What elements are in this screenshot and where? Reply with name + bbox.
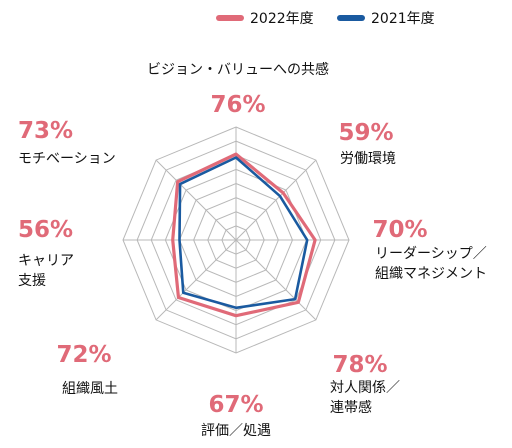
axis-name-label: 評価／処遇 bbox=[201, 423, 271, 439]
axis-name-line: 連帯感 bbox=[330, 399, 372, 416]
grid-spoke bbox=[155, 239, 237, 321]
axis-name-label: モチベーション bbox=[18, 151, 116, 167]
series-group bbox=[171, 152, 317, 318]
series-line bbox=[171, 152, 317, 318]
axis-name-label: 対人関係／ 連帯感 bbox=[330, 380, 400, 416]
radar-grid bbox=[122, 126, 350, 354]
axis-name-line: モチベーション bbox=[18, 151, 116, 167]
axis-value-label: 67% bbox=[208, 392, 263, 418]
axis-name-line: キャリア bbox=[18, 253, 74, 269]
axis-name-line: 支援 bbox=[18, 273, 46, 289]
axis-name-line: ビジョン・バリューへの共感 bbox=[147, 61, 329, 78]
axis-name-line: 組織風土 bbox=[62, 381, 118, 397]
axis-value-label: 56% bbox=[18, 217, 73, 243]
axis-value-label: 76% bbox=[210, 92, 265, 118]
legend-label: 2022年度 bbox=[250, 11, 314, 27]
axis-name-label: キャリア支援 bbox=[18, 253, 74, 289]
legend-swatch bbox=[337, 15, 365, 21]
axis-name-label: 労働環境 bbox=[340, 151, 396, 167]
axis-name-line: 組織マネジメント bbox=[375, 266, 487, 282]
axis-value-label: 72% bbox=[56, 342, 111, 368]
axis-value-label: 59% bbox=[338, 120, 393, 146]
axis-name-line: 評価／処遇 bbox=[201, 423, 271, 439]
axis-name-label: リーダーシップ／ 組織マネジメント bbox=[375, 246, 487, 282]
axis-name-line: リーダーシップ／ bbox=[375, 246, 487, 262]
axis-name-label: 組織風土 bbox=[62, 381, 118, 397]
grid-spoke bbox=[155, 159, 237, 241]
legend-swatch bbox=[216, 15, 244, 21]
grid-spoke bbox=[235, 159, 317, 241]
axis-name-label: ビジョン・バリューへの共感 bbox=[147, 61, 329, 78]
axis-value-label: 70% bbox=[372, 217, 427, 243]
legend: 2022年度 2021年度 bbox=[216, 11, 435, 27]
axis-value-label: 73% bbox=[18, 118, 73, 144]
axis-name-line: 対人関係／ bbox=[330, 380, 400, 396]
axis-value-label: 78% bbox=[332, 352, 387, 378]
axis-name-line: 労働環境 bbox=[340, 151, 396, 167]
grid-spoke bbox=[235, 239, 317, 321]
axis-labels: 76% ビジョン・バリューへの共感 59% 労働環境 70% リーダーシップ／ 組織マネジメ… bbox=[18, 61, 487, 439]
series-line bbox=[178, 156, 309, 310]
legend-label: 2021年度 bbox=[371, 11, 435, 27]
